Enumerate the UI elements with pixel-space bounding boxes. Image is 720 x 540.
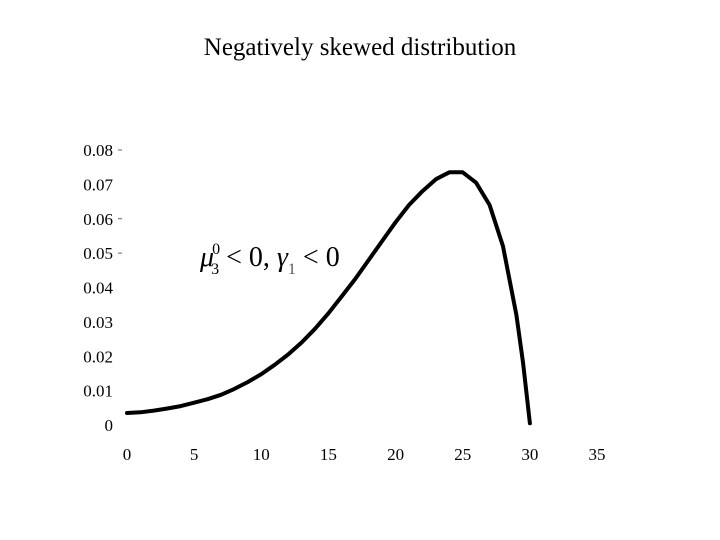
y-tick-label: 0.02 (83, 347, 113, 366)
y-tick-label: 0.03 (83, 313, 113, 332)
x-tick-label: 15 (320, 445, 337, 464)
x-tick-label: 10 (253, 445, 270, 464)
x-tick-label: 30 (521, 445, 538, 464)
x-tick-label: 20 (387, 445, 404, 464)
y-tick-label: 0.05 (83, 244, 113, 263)
y-tick-label: 0 (105, 416, 114, 435)
chart-title: Negatively skewed distribution (203, 34, 517, 61)
x-tick-label: 5 (190, 445, 199, 464)
annotation-middle: < 0, (219, 242, 277, 273)
annotation-end: < 0 (296, 242, 340, 273)
y-tick-label: 0.06 (83, 210, 113, 229)
series-line (125, 170, 532, 426)
y-tick-label: 0.01 (83, 382, 113, 401)
gamma-symbol: γ (277, 242, 289, 273)
x-tick-label: 25 (454, 445, 471, 464)
y-axis: 0 0.01 0.02 0.03 0.04 0.05 0.06 0.07 0.08 (83, 141, 122, 435)
mu-subscript: 3 (211, 261, 219, 278)
y-tick-label: 0.08 (83, 141, 113, 160)
gamma-subscript: 1 (288, 261, 296, 278)
mu-superscript: 0 (212, 241, 220, 258)
skewness-annotation: μ0 3 < 0, γ1 < 0 (199, 241, 340, 278)
y-tick-label: 0.04 (83, 279, 113, 298)
x-tick-label: 0 (123, 445, 132, 464)
x-tick-label: 35 (589, 445, 606, 464)
x-axis: 0 5 10 15 20 25 30 35 (123, 445, 606, 464)
y-tick-label: 0.07 (83, 175, 113, 194)
mu-symbol: μ (199, 242, 214, 273)
